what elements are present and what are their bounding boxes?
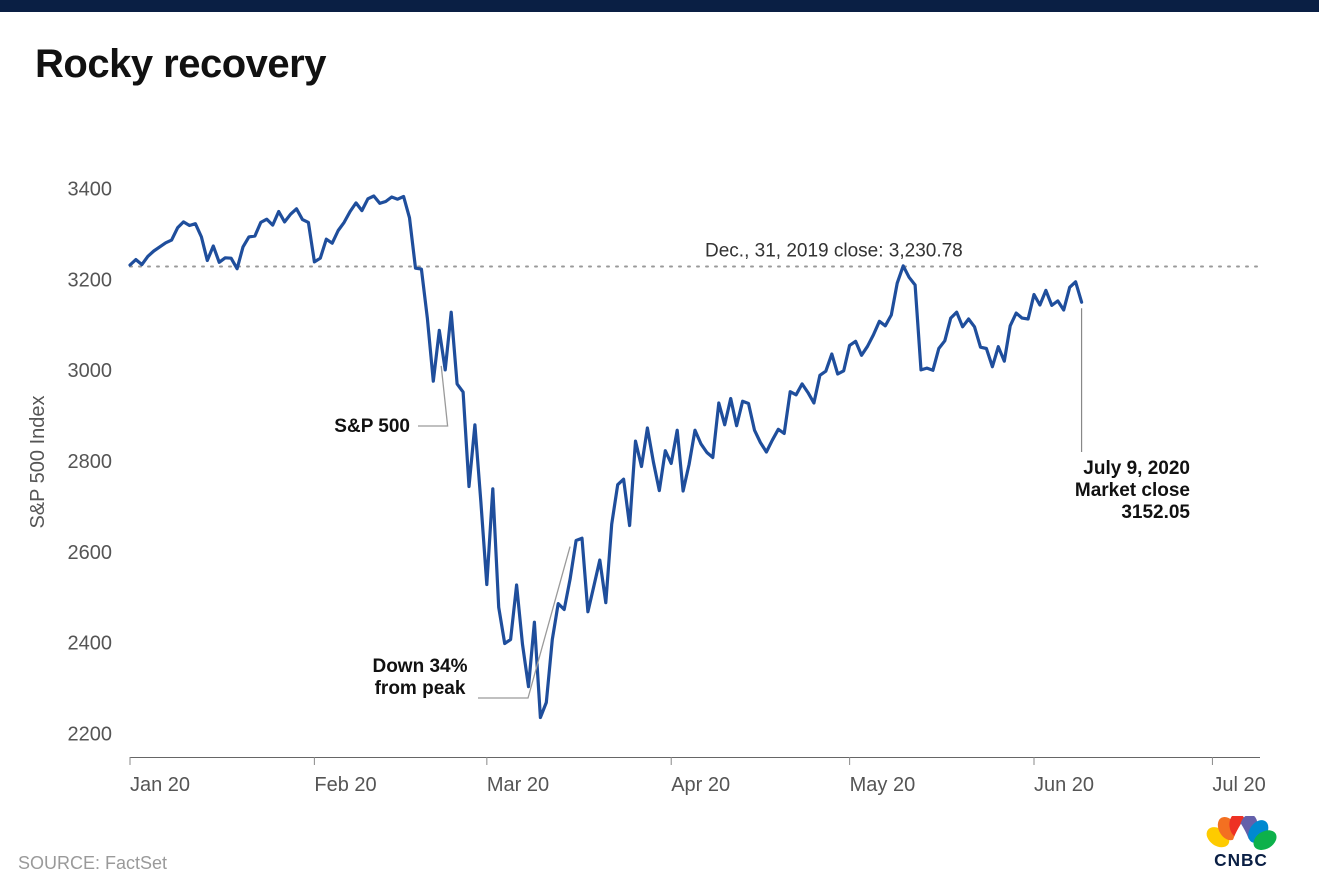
x-tick-label: Jun 20 (1034, 774, 1094, 796)
chart-container: Rocky recovery 2200240026002800300032003… (0, 12, 1319, 892)
y-tick-label: 2200 (68, 723, 113, 745)
top-accent-bar (0, 0, 1319, 12)
annotation-label-endnote: Market close (1075, 480, 1190, 501)
line-chart: 2200 2400 2600 2800 3000 3200 3400 S&P 500 Inde… (0, 12, 1319, 892)
y-tick-label: 3000 (68, 360, 113, 382)
reference-line-label: Dec., 31, 2019 close: 3,230.78 (705, 240, 963, 261)
annotation-label-endnote: 3152.05 (1121, 502, 1190, 523)
y-tick-label: 2800 (68, 451, 113, 473)
annotation-label-down34: Down 34% (372, 656, 467, 677)
x-tick-label: Feb 20 (314, 774, 376, 796)
source-attribution: SOURCE: FactSet (18, 853, 167, 874)
y-tick-label: 3200 (68, 269, 113, 291)
x-tick-label: May 20 (850, 774, 916, 796)
series-line-sp500 (130, 196, 1082, 718)
annotation-label-down34: from peak (375, 678, 466, 699)
cnbc-logo: CNBC (1193, 816, 1289, 870)
x-tick-label: Mar 20 (487, 774, 549, 796)
y-tick-label: 2400 (68, 633, 113, 655)
y-axis-label: S&P 500 Index (27, 395, 49, 528)
annotation-label-sp500: S&P 500 (334, 416, 410, 437)
x-tick-label: Apr 20 (671, 774, 730, 796)
y-tick-label: 3400 (68, 179, 113, 201)
x-tick-label: Jul 20 (1212, 774, 1265, 796)
x-tick-label: Jan 20 (130, 774, 190, 796)
y-tick-label: 2600 (68, 542, 113, 564)
cnbc-wordmark: CNBC (1214, 850, 1268, 870)
annotation-label-endnote: July 9, 2020 (1083, 458, 1190, 479)
